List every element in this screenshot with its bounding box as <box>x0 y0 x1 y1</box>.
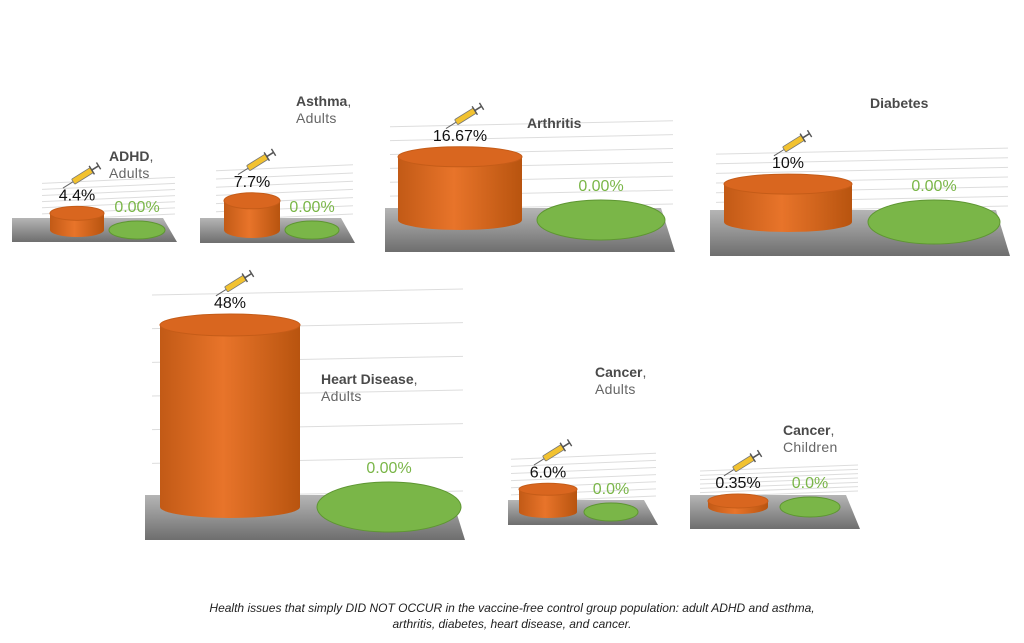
bar-vaccinated <box>159 313 301 518</box>
value-label-vaccine-free: 0.00% <box>366 460 411 477</box>
chart-svg: 16.67% 0.00% <box>385 102 675 252</box>
caption-line-1: Health issues that simply DID NOT OCCUR … <box>209 601 815 615</box>
syringe-icon <box>533 439 573 466</box>
condition-label: Heart Disease, Adults <box>321 371 418 404</box>
value-label-vaccine-free: 0.00% <box>114 199 159 216</box>
gridlines <box>699 464 859 498</box>
chart-panel: 7.7% 0.00% Asthma, Adults <box>200 5 355 243</box>
bar-vaccinated <box>397 146 523 230</box>
value-label-vaccine-free: 0.0% <box>593 481 629 498</box>
condition-name: Arthritis <box>527 115 582 131</box>
bar-vaccine-free <box>316 481 462 533</box>
bar-vaccine-free <box>536 199 666 241</box>
condition-name: ADHD <box>109 148 150 164</box>
condition-label: Cancer, Adults <box>595 364 647 397</box>
syringe-icon <box>215 269 255 297</box>
chart-svg: 10% 0.00% <box>710 129 1010 256</box>
condition-group: Adults <box>109 165 150 181</box>
value-label-vaccinated: 10% <box>772 155 804 172</box>
condition-name: Diabetes <box>870 95 929 111</box>
chart-svg: 6.0% 0.0% <box>508 439 658 525</box>
bar-vaccinated <box>707 493 769 514</box>
condition-name: Cancer <box>783 422 831 438</box>
bar-vaccine-free <box>867 199 1001 245</box>
condition-name: Asthma <box>296 93 348 109</box>
value-label-vaccine-free: 0.00% <box>911 178 956 195</box>
chart-panel: 48% 0.00% Heart Disease, Adults <box>145 269 465 540</box>
chart-svg: 7.7% 0.00% <box>200 148 355 243</box>
value-label-vaccinated: 48% <box>214 295 246 312</box>
condition-label: Asthma, Adults <box>296 93 352 126</box>
bar-vaccine-free <box>108 220 166 240</box>
figure-caption: Health issues that simply DID NOT OCCUR … <box>0 600 1024 632</box>
condition-group: Adults <box>296 110 337 126</box>
chart-svg: 0.35% 0.0% <box>690 449 860 529</box>
syringe-icon <box>445 102 485 129</box>
bar-vaccinated <box>223 192 281 238</box>
chart-panel: 16.67% 0.00% Arthritis <box>385 35 675 255</box>
syringe-icon <box>62 162 102 189</box>
chart-panel: 0.35% 0.0% Cancer, Children <box>690 400 860 530</box>
chart-svg: 4.4% 0.00% <box>12 162 177 242</box>
value-label-vaccine-free: 0.00% <box>578 178 623 195</box>
caption-line-2: arthritis, diabetes, heart disease, and … <box>392 617 632 631</box>
chart-panel: 6.0% 0.0% Cancer, Adults <box>508 280 658 525</box>
bar-vaccine-free <box>284 220 340 240</box>
condition-name: Cancer <box>595 364 643 380</box>
bar-vaccinated <box>49 205 105 237</box>
condition-label: Cancer, Children <box>783 422 838 455</box>
chart-svg: 48% 0.00% <box>145 269 465 540</box>
bar-vaccine-free <box>779 496 841 518</box>
value-label-vaccinated: 0.35% <box>715 475 760 492</box>
condition-label: Arthritis <box>527 115 581 132</box>
syringe-icon <box>723 449 763 477</box>
condition-label: Diabetes <box>870 95 928 112</box>
condition-group: Children <box>783 439 838 455</box>
condition-label: ADHD, Adults <box>109 148 154 181</box>
bar-vaccine-free <box>583 502 639 522</box>
syringe-icon <box>773 129 813 157</box>
value-label-vaccine-free: 0.0% <box>792 475 828 492</box>
bar-vaccinated <box>723 173 853 232</box>
value-label-vaccinated: 7.7% <box>234 174 270 191</box>
chart-panel: 10% 0.00% Diabetes <box>710 10 1010 265</box>
syringe-icon <box>237 148 277 176</box>
bar-vaccinated <box>518 482 578 518</box>
value-label-vaccinated: 16.67% <box>433 128 487 145</box>
value-label-vaccine-free: 0.00% <box>289 199 334 216</box>
condition-name: Heart Disease <box>321 371 414 387</box>
condition-group: Adults <box>595 381 636 397</box>
condition-group: Adults <box>321 388 362 404</box>
chart-panel: 4.4% 0.00% ADHD, Adults <box>12 80 177 242</box>
chart-panels: 4.4% 0.00% ADHD, Adults 7.7% 0.00% Asthma, Adul… <box>12 5 1010 540</box>
value-label-vaccinated: 6.0% <box>530 464 566 481</box>
value-label-vaccinated: 4.4% <box>59 187 95 204</box>
